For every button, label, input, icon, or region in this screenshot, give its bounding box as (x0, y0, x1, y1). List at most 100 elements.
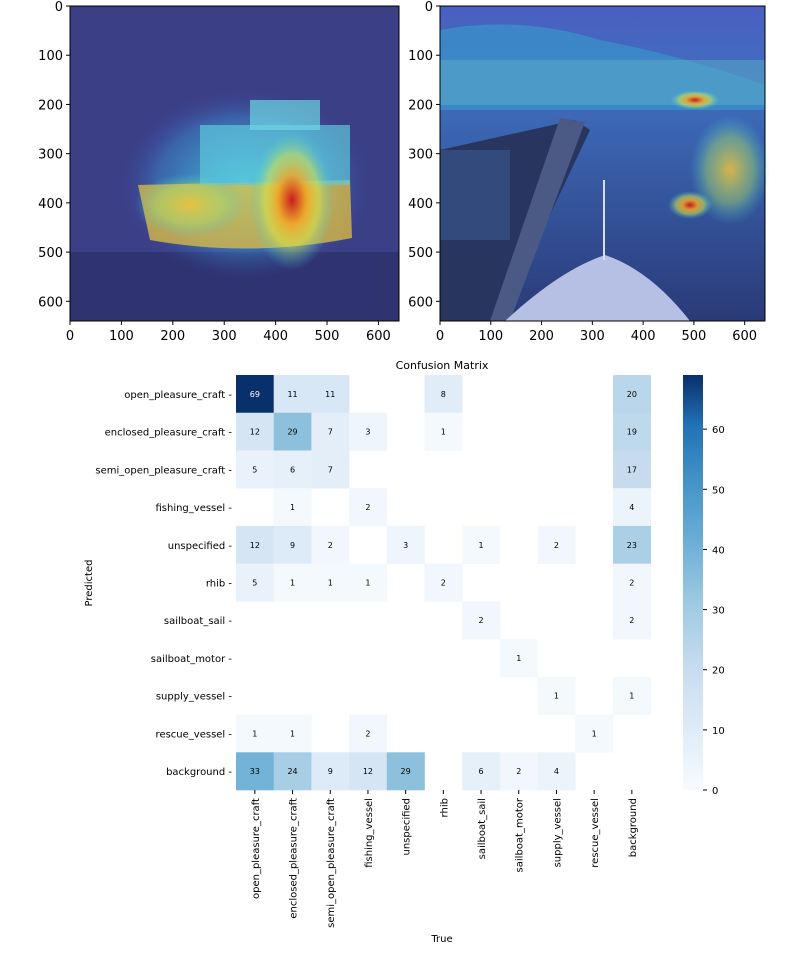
matrix-cell (273, 450, 312, 489)
cell-value: 69 (250, 390, 260, 399)
row-label: fishing_vessel - (155, 503, 232, 514)
cell-value: 5 (252, 579, 257, 588)
matrix-cell (462, 601, 501, 640)
ship-hotspot (250, 130, 334, 270)
cell-value: 9 (328, 767, 333, 776)
attention-image-ship (70, 6, 399, 321)
column-label: enclosed_pleasure_craft (289, 798, 300, 919)
cell-value: 9 (290, 541, 295, 550)
matrix-cell (273, 563, 312, 602)
left-axes-frame (69, 5, 400, 322)
harbor-hotspot-lower (668, 191, 712, 219)
cell-value: 2 (479, 616, 484, 625)
row-label: supply_vessel - (156, 692, 233, 703)
matrix-cell (273, 752, 312, 791)
cell-value: 3 (403, 541, 408, 550)
image-axes: 0 100 200 300 400 500 600 0 100 200 300 400 500 600 0 1… (38, 0, 766, 344)
column-label: sailboat_sail (477, 798, 488, 859)
matrix-cell (537, 752, 576, 791)
matrix-cell (311, 752, 350, 791)
row-label: rhib - (206, 579, 233, 590)
matrix-cell (273, 714, 312, 753)
cell-value: 1 (516, 654, 521, 663)
row-label: unspecified - (168, 541, 233, 552)
matrix-cell (349, 714, 388, 753)
matrix-cell (236, 450, 274, 489)
matrix-cell (613, 375, 651, 414)
matrix-cell (236, 525, 274, 564)
matrix-cell (537, 525, 576, 564)
attention-image-harbor (440, 6, 770, 321)
cell-value: 2 (365, 503, 370, 512)
left-x-tick-label: 300 (212, 329, 237, 344)
cell-value: 23 (627, 541, 637, 550)
matrix-cell (499, 639, 538, 678)
cell-value: 1 (441, 428, 446, 437)
matrix-cell (273, 412, 312, 451)
left-x-tick-label: 400 (263, 329, 288, 344)
matrix-cell (424, 412, 463, 451)
cell-value: 1 (554, 692, 559, 701)
cell-value: 5 (252, 465, 257, 474)
matrix-cell (349, 752, 388, 791)
matrix-cell (613, 488, 651, 527)
matrix-cell (273, 525, 312, 564)
row-labels: open_pleasure_craft - enclosed_pleasure_c… (95, 390, 232, 778)
column-label: sailboat_motor (515, 797, 526, 872)
matrix-cell (273, 375, 312, 414)
matrix-cell (311, 375, 350, 414)
cell-value: 12 (250, 541, 260, 550)
harbor-building (440, 150, 510, 240)
right-y-tick-label: 0 (425, 0, 433, 15)
ship-bow (505, 255, 690, 321)
cell-value: 11 (287, 390, 297, 399)
matrix-cell (613, 563, 651, 602)
cell-value: 1 (365, 579, 370, 588)
matrix-cell (349, 412, 388, 451)
row-label: sailboat_sail - (164, 616, 232, 627)
cell-value: 12 (250, 428, 260, 437)
column-labels: open_pleasure_craft enclosed_pleasure_cra… (251, 790, 639, 928)
row-label: open_pleasure_craft - (124, 390, 232, 401)
left-x-tick-label: 0 (66, 329, 74, 344)
left-y-tick-label: 300 (38, 148, 63, 163)
cell-value: 1 (290, 503, 295, 512)
left-y-tick-label: 400 (38, 197, 63, 212)
cell-value: 1 (252, 729, 257, 738)
matrix-cell (613, 450, 651, 489)
cell-value: 7 (328, 465, 333, 474)
left-x-tick-label: 500 (315, 329, 340, 344)
matrix-cell (386, 525, 425, 564)
right-x-tick-label: 500 (681, 329, 706, 344)
column-label: rhib (439, 798, 450, 817)
cell-value: 1 (592, 729, 597, 738)
column-label: fishing_vessel (364, 798, 375, 868)
matrix-cell (311, 563, 350, 602)
cell-value: 1 (328, 579, 333, 588)
right-y-tick-label: 100 (408, 49, 433, 64)
cell-value: 4 (629, 503, 634, 512)
y-axis-label: Predicted (84, 560, 95, 607)
matrix-cell (462, 525, 501, 564)
cell-value: 2 (629, 616, 634, 625)
column-label: supply_vessel (552, 798, 563, 867)
cell-value: 8 (441, 390, 446, 399)
cell-value: 29 (401, 767, 411, 776)
row-label: rescue_vessel - (156, 729, 233, 740)
matrix-cell (424, 375, 463, 414)
cell-value: 2 (516, 767, 521, 776)
matrix-cell (613, 601, 651, 640)
row-label: sailboat_motor - (151, 654, 233, 665)
right-axes-frame (439, 5, 766, 322)
cell-value: 7 (328, 428, 333, 437)
left-y-tick-label: 500 (38, 246, 63, 261)
right-y-tick-label: 300 (408, 148, 433, 163)
harbor-hotspot-upper (670, 90, 720, 110)
matrix-cell (236, 375, 274, 414)
cell-value: 12 (363, 767, 373, 776)
left-x-tick-label: 600 (366, 329, 391, 344)
cell-value: 6 (290, 465, 295, 474)
